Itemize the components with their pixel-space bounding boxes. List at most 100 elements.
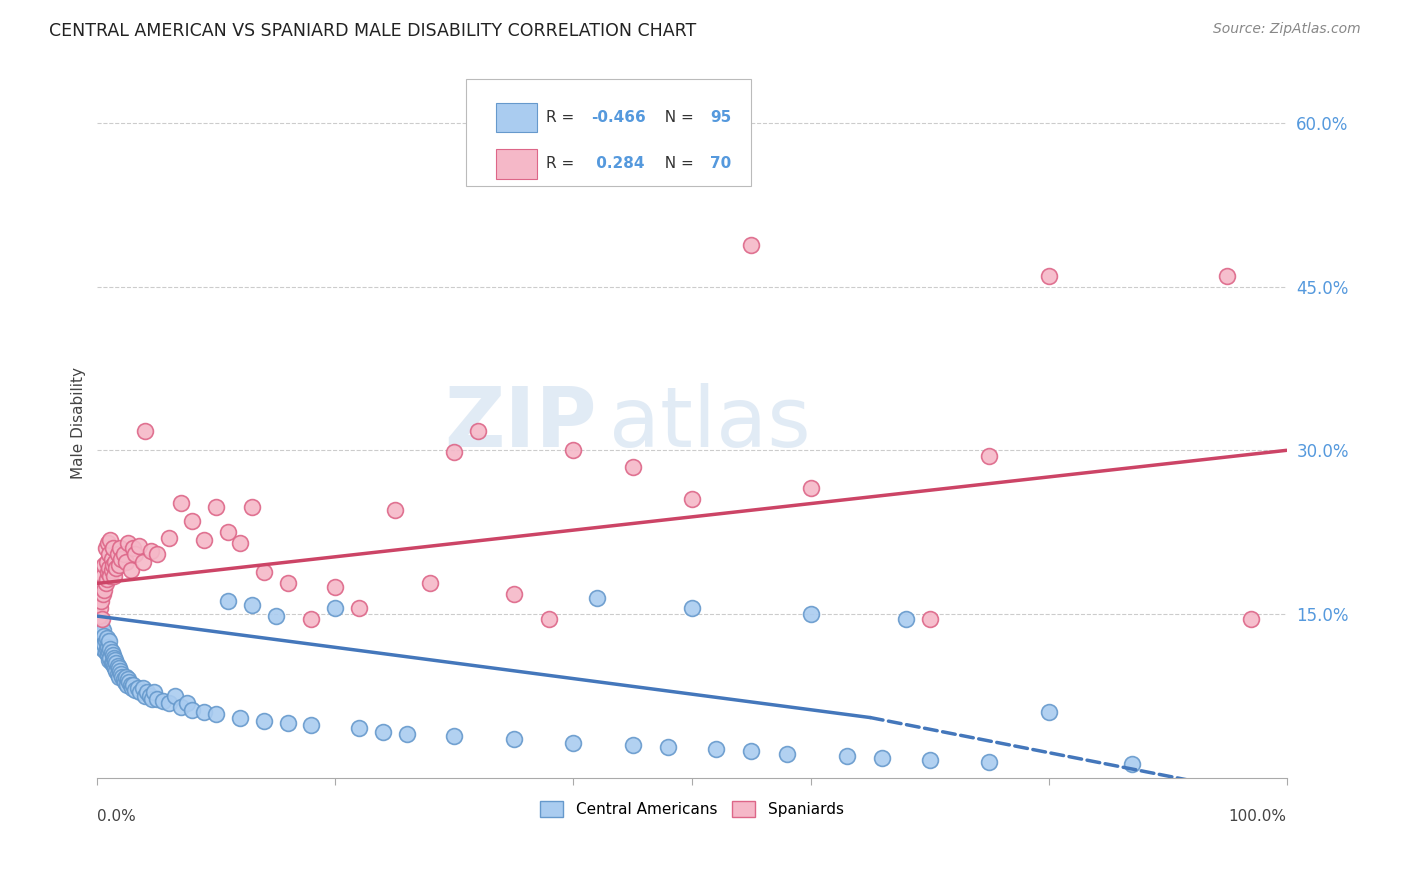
Point	[134, 424, 156, 438]
Point	[585, 591, 607, 605]
Point	[87, 629, 110, 643]
Point	[100, 568, 122, 582]
Point	[96, 572, 118, 586]
Point	[136, 685, 159, 699]
Point	[94, 645, 117, 659]
Point	[93, 558, 115, 572]
Point	[91, 626, 114, 640]
Point	[143, 685, 166, 699]
Point	[96, 555, 118, 569]
Text: N =: N =	[655, 156, 699, 171]
Point	[277, 576, 299, 591]
Point	[979, 449, 1001, 463]
Point	[97, 566, 120, 580]
Point	[97, 640, 120, 654]
Text: atlas: atlas	[609, 383, 810, 464]
Point	[115, 555, 138, 569]
Point	[100, 552, 122, 566]
Point	[1240, 612, 1263, 626]
Point	[131, 555, 153, 569]
Point	[979, 756, 1001, 770]
Point	[217, 594, 239, 608]
Point	[870, 751, 893, 765]
Point	[181, 703, 204, 717]
Point	[323, 601, 346, 615]
Point	[157, 697, 180, 711]
Text: ZIP: ZIP	[444, 383, 596, 464]
Point	[146, 692, 169, 706]
Point	[107, 547, 129, 561]
Point	[122, 678, 145, 692]
Point	[101, 558, 124, 572]
Point	[229, 710, 252, 724]
Point	[91, 631, 114, 645]
Point	[117, 536, 139, 550]
FancyBboxPatch shape	[465, 79, 751, 186]
Point	[681, 601, 703, 615]
Point	[124, 547, 146, 561]
Point	[621, 738, 644, 752]
Point	[835, 748, 858, 763]
Point	[100, 641, 122, 656]
Point	[419, 576, 441, 591]
Point	[91, 580, 114, 594]
Point	[1038, 705, 1060, 719]
Text: CENTRAL AMERICAN VS SPANIARD MALE DISABILITY CORRELATION CHART: CENTRAL AMERICAN VS SPANIARD MALE DISABI…	[49, 22, 696, 40]
Point	[371, 724, 394, 739]
Text: Source: ZipAtlas.com: Source: ZipAtlas.com	[1213, 22, 1361, 37]
Point	[90, 618, 112, 632]
Point	[776, 747, 799, 761]
Text: -0.466: -0.466	[591, 111, 645, 126]
Point	[101, 648, 124, 663]
Point	[138, 689, 160, 703]
Point	[277, 716, 299, 731]
Point	[104, 653, 127, 667]
Point	[97, 648, 120, 663]
Point	[118, 674, 141, 689]
Y-axis label: Male Disability: Male Disability	[72, 367, 86, 479]
Point	[395, 727, 418, 741]
Text: R =: R =	[546, 111, 579, 126]
Point	[131, 681, 153, 695]
Point	[657, 739, 679, 754]
Text: 95: 95	[710, 111, 731, 126]
Point	[229, 536, 252, 550]
Point	[110, 667, 132, 681]
Point	[347, 601, 370, 615]
Point	[176, 697, 198, 711]
Point	[105, 561, 128, 575]
Point	[800, 607, 823, 621]
Point	[101, 541, 124, 556]
Point	[562, 736, 585, 750]
Point	[91, 641, 114, 656]
Point	[562, 443, 585, 458]
Point	[89, 620, 111, 634]
Point	[253, 714, 276, 728]
Point	[122, 541, 145, 556]
Bar	[496, 149, 537, 178]
Point	[107, 558, 129, 572]
Text: 100.0%: 100.0%	[1229, 809, 1286, 824]
Point	[107, 661, 129, 675]
Point	[538, 612, 561, 626]
Point	[157, 531, 180, 545]
Point	[93, 582, 115, 597]
Text: N =: N =	[655, 111, 699, 126]
Point	[894, 612, 917, 626]
Point	[93, 638, 115, 652]
Point	[205, 707, 228, 722]
Point	[181, 514, 204, 528]
Point	[98, 561, 121, 575]
Legend: Central Americans, Spaniards: Central Americans, Spaniards	[534, 795, 849, 823]
Point	[240, 598, 263, 612]
Text: 70: 70	[710, 156, 731, 171]
Point	[152, 694, 174, 708]
Point	[110, 552, 132, 566]
Point	[918, 612, 941, 626]
Point	[124, 683, 146, 698]
Point	[94, 576, 117, 591]
Point	[120, 563, 142, 577]
Point	[217, 525, 239, 540]
Point	[91, 612, 114, 626]
Point	[502, 587, 524, 601]
